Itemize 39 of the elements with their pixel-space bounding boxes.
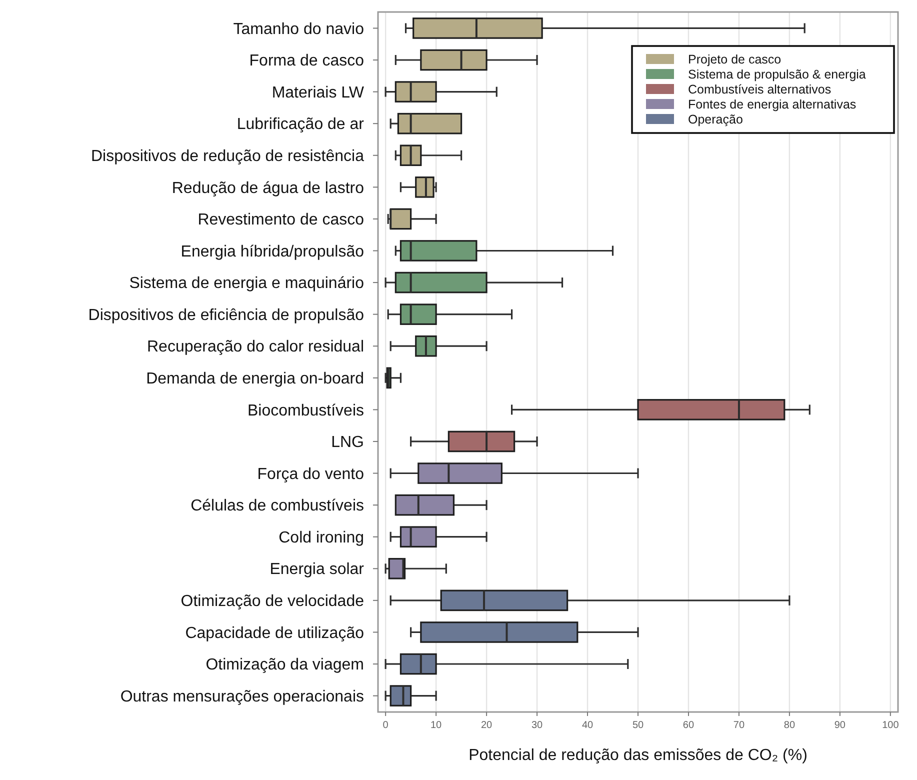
y-tick-label: Capacidade de utilização — [185, 624, 364, 642]
y-tick-label: Otimização da viagem — [206, 656, 364, 674]
y-tick-label: Dispositivos de eficiência de propulsão — [88, 306, 364, 324]
y-tick-label: Energia híbrida/propulsão — [180, 243, 364, 260]
x-tick-label: 100 — [882, 720, 900, 731]
legend-label: Operação — [688, 112, 743, 126]
x-tick-label: 80 — [784, 720, 796, 731]
y-tick-label: Força do vento — [257, 466, 364, 483]
legend-label: Combustíveis alternativos — [688, 82, 832, 96]
y-tick-label: Células de combustíveis — [190, 498, 364, 515]
y-tick-label: Demanda de energia on-board — [146, 370, 364, 388]
legend-label: Projeto de casco — [688, 52, 782, 66]
y-tick-label: Outras mensurações operacionais — [120, 688, 364, 706]
y-tick-label: LNG — [331, 434, 364, 452]
y-tick-label: Otimização de velocidade — [180, 593, 364, 610]
x-tick-label: 60 — [682, 720, 694, 731]
y-tick-label: Biocombustíveis — [248, 402, 364, 420]
y-tick-label: Recuperação do calor residual — [146, 338, 364, 356]
x-tick-label: 40 — [582, 720, 594, 731]
x-axis-title: Potencial de redução das emissões de CO₂ (%) — [468, 747, 808, 764]
x-tick-label: 10 — [430, 720, 442, 731]
x-tick-label: 70 — [733, 720, 745, 731]
y-tick-label: Redução de água de lastro — [172, 180, 364, 197]
legend-label: Fontes de energia alternativas — [688, 97, 856, 112]
y-tick-label: Cold ironing — [278, 529, 364, 546]
y-tick-label: Forma de casco — [249, 52, 364, 70]
y-tick-label: Dispositivos de redução de resistência — [90, 148, 364, 165]
y-tick-label: Energia solar — [270, 561, 365, 578]
x-tick-label: 90 — [834, 720, 846, 731]
y-tick-label: Sistema de energia e maquinário — [129, 275, 364, 292]
y-tick-label: Revestimento de casco — [198, 212, 364, 229]
y-tick-label: Lubrificação de ar — [236, 116, 365, 134]
legend-label: Sistema de propulsão & energia — [688, 67, 866, 82]
y-tick-label: Materiais LW — [272, 84, 365, 102]
y-tick-label: Tamanho do navio — [233, 20, 364, 38]
x-tick-label: 0 — [382, 720, 389, 731]
x-tick-label: 50 — [632, 720, 644, 731]
x-tick-label: 30 — [531, 720, 544, 731]
x-tick-label: 20 — [480, 720, 493, 731]
